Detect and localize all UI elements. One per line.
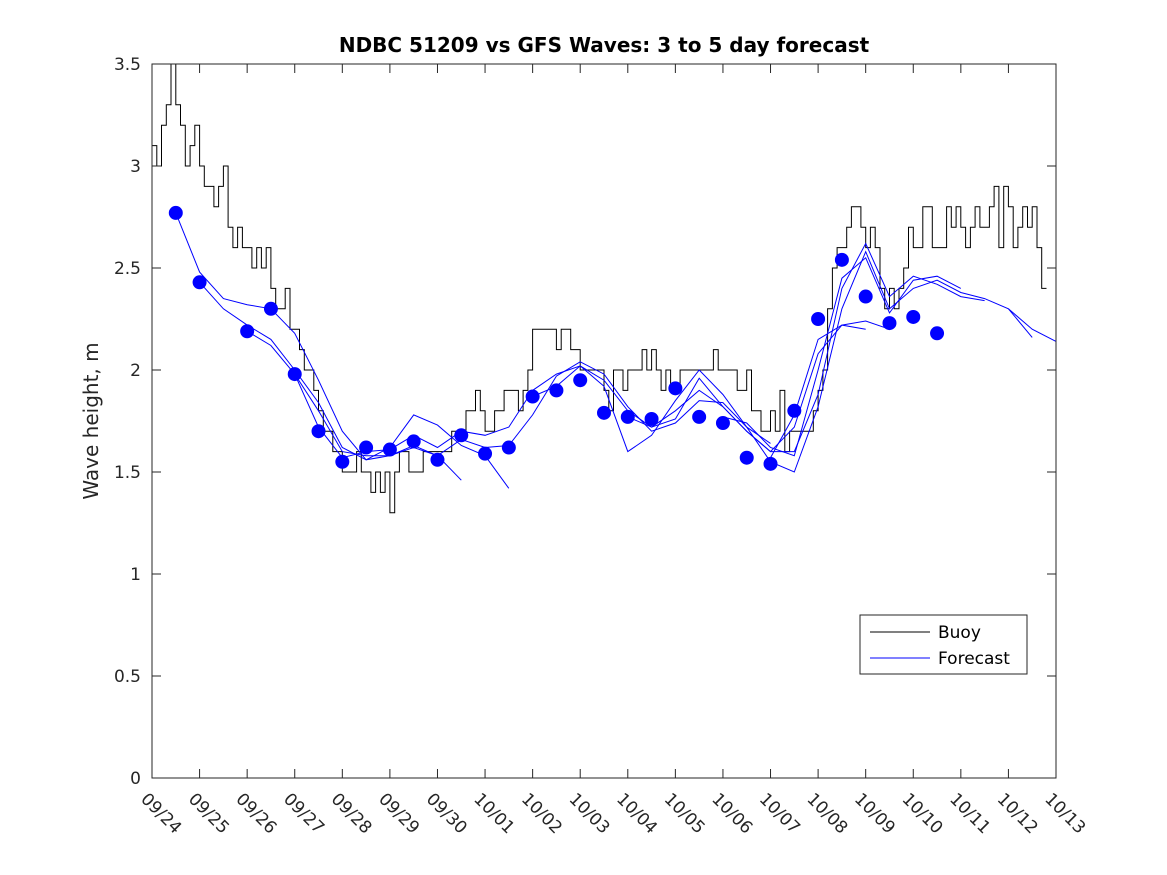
legend-label-forecast: Forecast xyxy=(938,649,1010,669)
forecast-marker xyxy=(644,411,659,426)
x-tick-label: 10/02 xyxy=(517,789,566,838)
y-tick-label: 0 xyxy=(130,769,141,789)
x-tick-label: 10/05 xyxy=(660,789,709,838)
forecast-marker xyxy=(501,440,516,455)
forecast-marker xyxy=(549,383,564,398)
x-tick-label: 09/30 xyxy=(422,789,471,838)
x-tick-label: 09/24 xyxy=(136,789,185,838)
forecast-line xyxy=(1008,308,1056,342)
forecast-marker xyxy=(335,454,350,469)
forecast-marker xyxy=(311,424,326,439)
x-tick-label: 10/08 xyxy=(803,789,852,838)
x-tick-label: 10/09 xyxy=(850,789,899,838)
forecast-marker xyxy=(525,389,540,404)
y-tick-label: 1 xyxy=(130,565,141,585)
y-tick-label: 2 xyxy=(130,361,141,381)
forecast-markers xyxy=(168,205,945,471)
forecast-marker xyxy=(430,452,445,467)
forecast-line xyxy=(627,242,985,453)
forecast-marker xyxy=(240,324,255,339)
forecast-marker xyxy=(573,373,588,388)
x-tick-label: 10/12 xyxy=(993,789,1042,838)
chart-title: NDBC 51209 vs GFS Waves: 3 to 5 day fore… xyxy=(339,33,870,57)
forecast-marker xyxy=(478,446,493,461)
forecast-marker xyxy=(763,456,778,471)
y-tick-label: 3.5 xyxy=(114,55,141,75)
y-tick-label: 3 xyxy=(130,157,141,177)
forecast-marker xyxy=(168,205,183,220)
forecast-marker xyxy=(263,301,278,316)
x-tick-label: 09/26 xyxy=(232,789,281,838)
x-tick-label: 09/29 xyxy=(374,789,423,838)
forecast-marker xyxy=(906,309,921,324)
forecast-marker xyxy=(359,440,374,455)
y-axis-label: Wave height, m xyxy=(79,342,103,499)
x-tick-label: 10/07 xyxy=(755,789,804,838)
x-tick-label: 10/13 xyxy=(1040,789,1089,838)
forecast-marker xyxy=(454,428,469,443)
forecast-marker xyxy=(192,275,207,290)
legend: Buoy Forecast xyxy=(859,614,1028,675)
x-tick-label: 10/06 xyxy=(707,789,756,838)
forecast-marker xyxy=(692,409,707,424)
x-tick-label: 09/28 xyxy=(327,789,376,838)
x-tick-label: 09/27 xyxy=(279,789,328,838)
forecast-line xyxy=(532,250,1033,473)
forecast-marker xyxy=(597,405,611,420)
forecast-marker xyxy=(882,316,897,331)
forecast-line xyxy=(722,256,962,457)
x-tick-label: 10/03 xyxy=(565,789,614,838)
x-tick-label: 10/10 xyxy=(898,789,947,838)
forecast-marker xyxy=(739,450,754,465)
forecast-marker xyxy=(858,289,873,304)
x-tick-label: 09/25 xyxy=(184,789,233,838)
forecast-marker xyxy=(930,326,945,341)
y-tick-label: 0.5 xyxy=(114,667,141,687)
forecast-marker xyxy=(620,409,635,424)
y-tick-label: 2.5 xyxy=(114,259,141,279)
y-tick-label: 1.5 xyxy=(114,463,141,483)
x-tick-label: 10/04 xyxy=(612,789,661,838)
x-tick-label: 10/11 xyxy=(945,789,994,838)
forecast-line xyxy=(770,320,890,458)
forecast-marker xyxy=(787,403,802,418)
legend-label-buoy: Buoy xyxy=(938,623,981,643)
forecast-marker xyxy=(834,252,849,267)
forecast-marker xyxy=(715,416,730,431)
forecast-marker xyxy=(406,434,421,449)
forecast-marker xyxy=(811,312,826,326)
plot-frame xyxy=(151,63,1057,779)
forecast-marker xyxy=(668,381,683,396)
y-axis: 0 0.5 1 1.5 2 2.5 3 3.5 xyxy=(114,55,1056,789)
forecast-marker xyxy=(287,367,302,382)
forecast-marker xyxy=(382,442,397,457)
x-tick-label: 10/01 xyxy=(470,789,519,838)
legend-box xyxy=(859,614,1028,675)
